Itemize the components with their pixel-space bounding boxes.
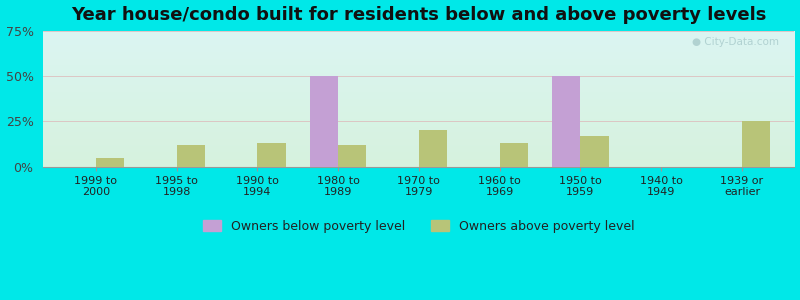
Bar (177, 145, 205, 167)
Bar (742, 122, 770, 167)
Text: ● City-Data.com: ● City-Data.com (693, 38, 779, 47)
Bar (310, 76, 338, 167)
Bar (258, 143, 286, 167)
Legend: Owners below poverty level, Owners above poverty level: Owners below poverty level, Owners above… (197, 214, 642, 239)
Bar (96, 158, 124, 167)
Bar (581, 136, 609, 167)
Title: Year house/condo built for residents below and above poverty levels: Year house/condo built for residents bel… (71, 6, 766, 24)
Bar (419, 130, 447, 167)
Bar (552, 76, 581, 167)
Bar (500, 143, 528, 167)
Bar (338, 145, 366, 167)
